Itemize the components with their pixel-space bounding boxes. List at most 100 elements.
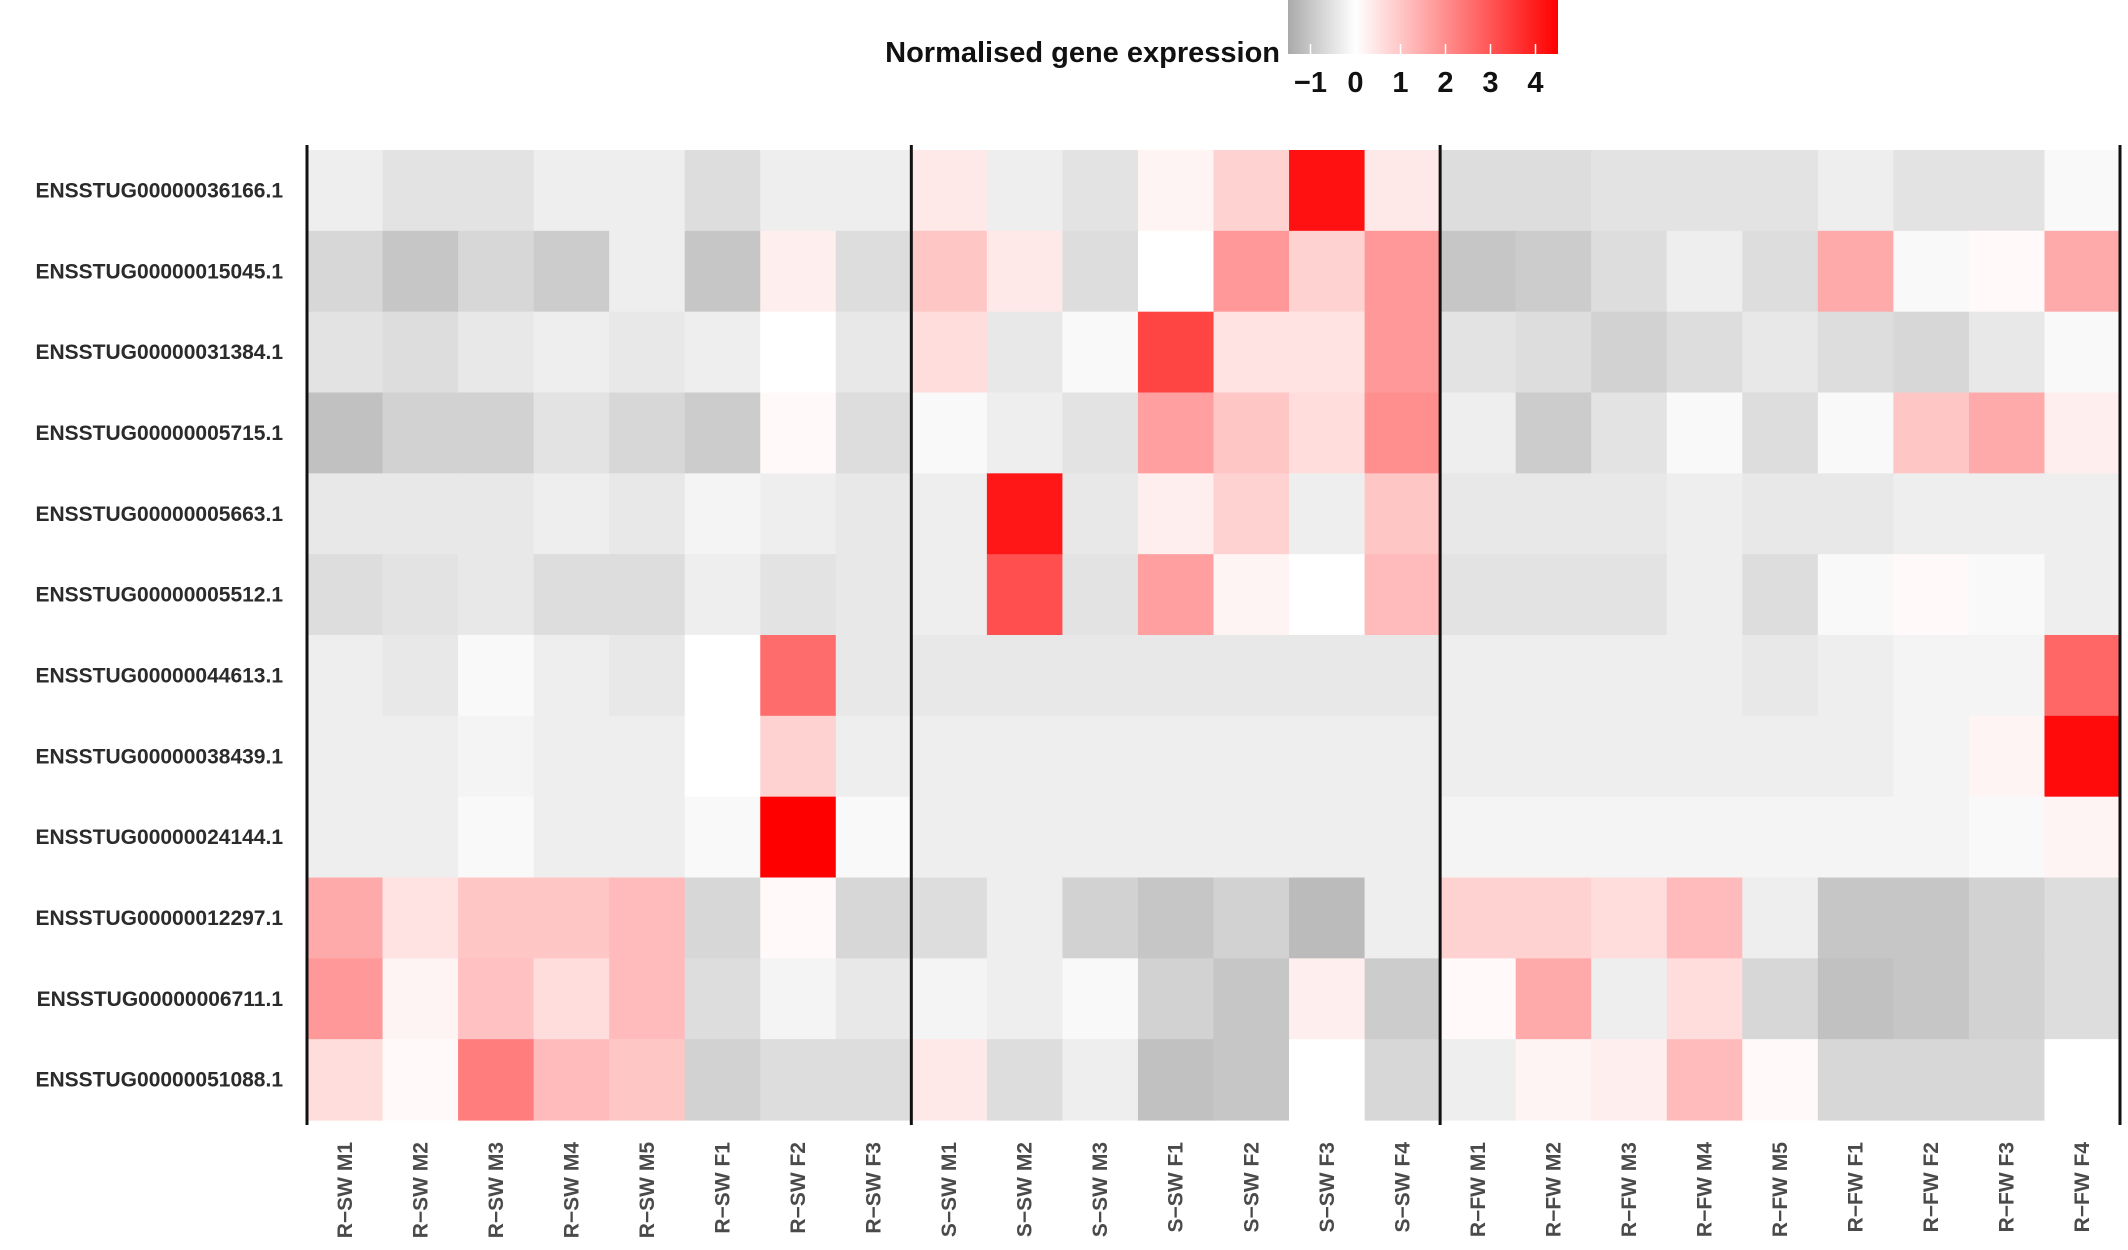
heatmap-cell (609, 554, 686, 636)
heatmap-cell (1893, 473, 1970, 555)
heatmap-cell (1817, 230, 1894, 313)
heatmap-cell (684, 392, 761, 474)
heatmap-cell (307, 715, 384, 798)
heatmap-cell (1364, 877, 1441, 959)
heatmap-cell (1968, 392, 2046, 474)
heatmap-cell (609, 877, 686, 959)
column-label: R−FW F3 (1996, 1142, 2019, 1232)
heatmap-cell (1062, 958, 1139, 1040)
column-label: R−SW M5 (636, 1142, 659, 1239)
heatmap-cell (382, 877, 459, 959)
heatmap-cell (533, 1039, 610, 1121)
heatmap-cell (458, 473, 535, 555)
heatmap-cell (533, 230, 610, 313)
heatmap-cell (1591, 473, 1668, 555)
heatmap-cell (1591, 877, 1668, 959)
heatmap-cell (1440, 311, 1517, 394)
heatmap-cell (1591, 796, 1668, 879)
heatmap-cell (835, 230, 912, 313)
heatmap-cell (1213, 230, 1290, 313)
heatmap-cell (911, 715, 988, 798)
heatmap-cell (1893, 230, 1970, 313)
heatmap-cell (458, 877, 535, 959)
row-label: ENSSTUG00000044613.1 (36, 664, 284, 687)
heatmap-cell (1062, 1039, 1139, 1121)
heatmap-cell (458, 311, 535, 394)
heatmap-cell (2044, 230, 2121, 313)
heatmap-cell (1893, 958, 1970, 1040)
heatmap-cell (1666, 635, 1743, 717)
heatmap-cell (1213, 150, 1290, 232)
heatmap-cell (1440, 392, 1517, 474)
heatmap-cell (1137, 877, 1215, 959)
column-label: R−SW F2 (787, 1142, 810, 1234)
heatmap-cell (911, 473, 988, 555)
heatmap-cell (1289, 150, 1366, 232)
heatmap-cell (1893, 392, 1970, 474)
heatmap-cell (1666, 473, 1743, 555)
heatmap-cell (1515, 877, 1592, 959)
row-label: ENSSTUG00000012297.1 (36, 907, 284, 930)
column-label: R−FW M3 (1618, 1142, 1641, 1237)
heatmap-cell (1893, 311, 1970, 394)
heatmap-cells (307, 150, 2121, 1121)
heatmap-cell (911, 958, 988, 1040)
heatmap-cell (609, 796, 686, 879)
heatmap-cell (307, 1039, 384, 1121)
heatmap-cell (382, 150, 459, 232)
heatmap-cell (684, 554, 761, 636)
heatmap-cell (2044, 715, 2121, 798)
heatmap-cell (1515, 715, 1592, 798)
heatmap-cell (1062, 635, 1139, 717)
heatmap-cell (1364, 796, 1441, 879)
heatmap-cell (684, 877, 761, 959)
column-label: R−FW M4 (1694, 1142, 1717, 1237)
heatmap-cell (986, 473, 1064, 555)
heatmap-cell (986, 635, 1064, 717)
heatmap-cell (533, 150, 610, 232)
heatmap-cell (760, 311, 837, 394)
legend-tick-label: 4 (1527, 67, 1543, 99)
heatmap-cell (1817, 796, 1894, 879)
heatmap-cell (835, 150, 912, 232)
heatmap-cell (1666, 877, 1743, 959)
heatmap-cell (760, 958, 837, 1040)
column-label: R−FW F1 (1845, 1142, 1868, 1233)
heatmap-cell (1364, 715, 1441, 798)
heatmap-cell (1666, 715, 1743, 798)
heatmap-cell (1515, 958, 1592, 1040)
heatmap-cell (1364, 392, 1441, 474)
heatmap-cell (684, 473, 761, 555)
heatmap-cell (1591, 635, 1668, 717)
legend: Normalised gene expression −1 0 1 2 3 4 (885, 0, 1558, 99)
heatmap-cell (1817, 877, 1894, 959)
row-labels: ENSSTUG00000036166.1 ENSSTUG00000015045.1… (36, 179, 284, 1091)
heatmap-cell (835, 1039, 912, 1121)
heatmap-cell (1364, 958, 1441, 1040)
heatmap-cell (307, 554, 384, 636)
heatmap-cell (1893, 877, 1970, 959)
heatmap-cell (458, 796, 535, 879)
row-label: ENSSTUG00000005715.1 (36, 422, 284, 445)
heatmap-cell (2044, 877, 2121, 959)
heatmap-cell (1364, 635, 1441, 717)
heatmap-cell (1666, 311, 1743, 394)
heatmap-cell (2044, 392, 2121, 474)
heatmap-cell (1213, 877, 1290, 959)
heatmap-cell (1742, 392, 1819, 474)
heatmap-cell (382, 473, 459, 555)
heatmap-cell (1817, 1039, 1894, 1121)
heatmap-cell (458, 150, 535, 232)
heatmap-cell (609, 392, 686, 474)
heatmap-cell (1289, 230, 1366, 313)
heatmap-cell (1289, 635, 1366, 717)
heatmap-cell (835, 473, 912, 555)
heatmap-cell (533, 796, 610, 879)
heatmap-cell (1742, 877, 1819, 959)
heatmap-cell (1591, 958, 1668, 1040)
heatmap-cell (1137, 392, 1215, 474)
heatmap-cell (2044, 311, 2121, 394)
column-label: R−SW M1 (334, 1142, 357, 1239)
heatmap-cell (1666, 554, 1743, 636)
row-label: ENSSTUG00000051088.1 (36, 1069, 284, 1092)
